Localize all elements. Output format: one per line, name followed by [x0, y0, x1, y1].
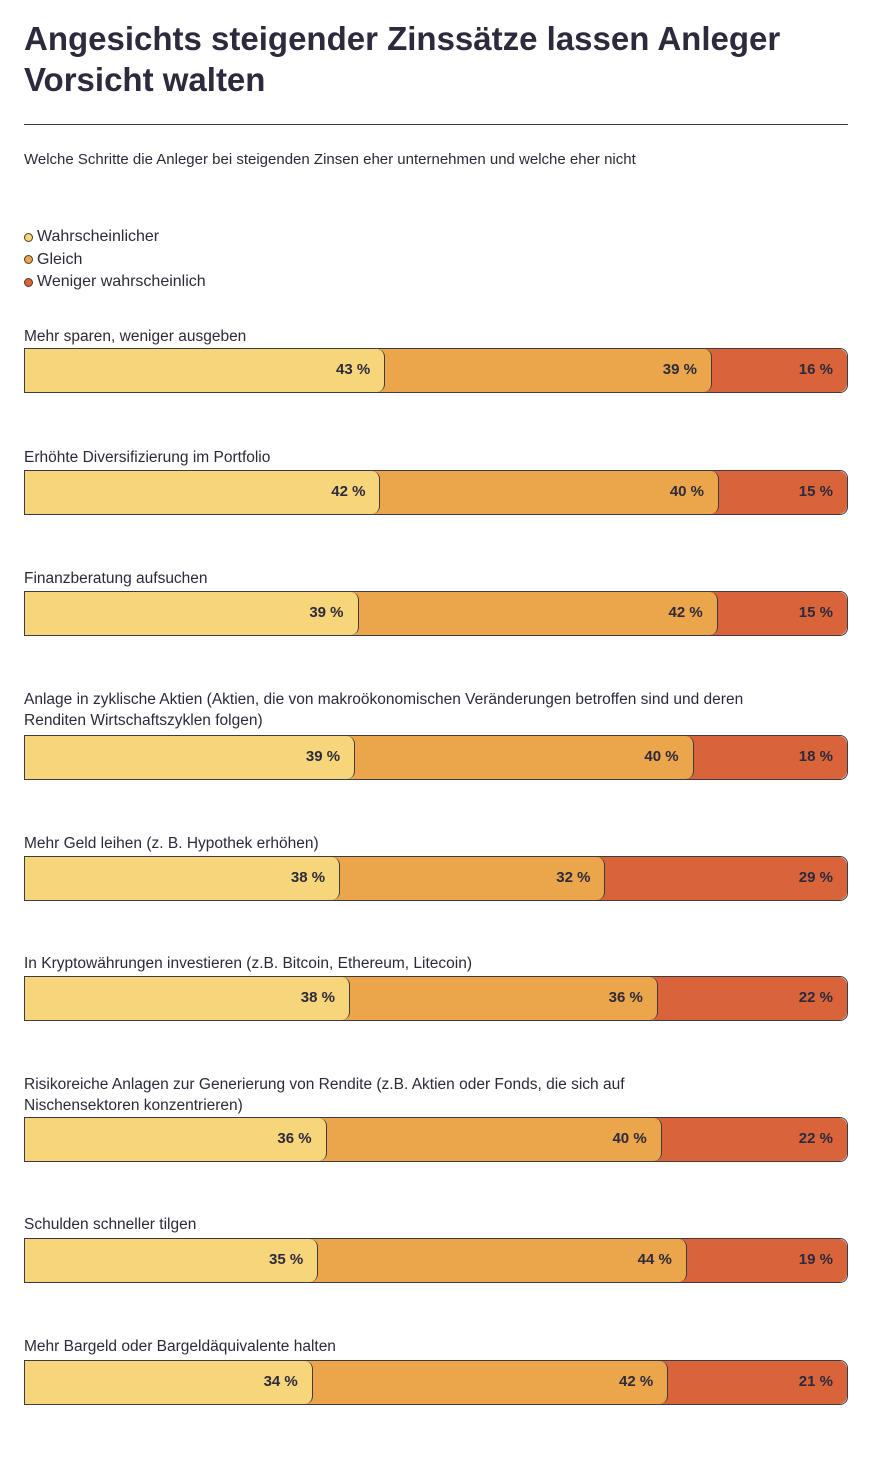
bar-segment: 43 %: [25, 349, 386, 392]
category-label: Schulden schneller tilgen: [24, 1216, 197, 1233]
bar-segment: 40 %: [347, 736, 694, 779]
bar-segment: 44 %: [310, 1239, 687, 1282]
stacked-bar: 35 % 44 % 19 %: [24, 1238, 848, 1283]
bar-segment: 21 %: [660, 1361, 847, 1404]
bar-segment: 35 %: [25, 1239, 319, 1282]
bar-segment: 15 %: [709, 592, 847, 635]
data-label: 39 %: [305, 748, 341, 765]
stacked-bar: 39 % 42 % 15 %: [24, 591, 848, 636]
bar-segment: 42 %: [304, 1361, 669, 1404]
bar-segment: 29 %: [597, 857, 847, 900]
bar-segment: 40 %: [318, 1118, 662, 1161]
data-label: 42 %: [619, 1373, 654, 1390]
stacked-bar: 34 % 42 % 21 %: [24, 1360, 848, 1405]
data-label: 21 %: [798, 1373, 833, 1390]
bar-segment: 39 %: [25, 592, 359, 635]
legend-label-wahrscheinlicher: Wahrscheinlicher: [37, 228, 160, 245]
data-label: 38 %: [300, 989, 335, 1006]
category-label: Mehr Geld leihen (z. B. Hypothek erhöhen…: [24, 835, 319, 852]
bar-segment: 34 %: [25, 1361, 313, 1404]
bar-segment: 22 %: [649, 977, 847, 1020]
stacked-bar: 38 % 32 % 29 %: [24, 856, 848, 901]
data-label: 39 %: [662, 361, 697, 378]
legend-label-gleich: Gleich: [37, 250, 83, 268]
data-label: 35 %: [269, 1251, 304, 1268]
category-label: Mehr Bargeld oder Bargeldäquivalente hal…: [24, 1338, 336, 1355]
stacked-bar: 38 % 36 % 22 %: [24, 976, 848, 1021]
category-label: Risikoreiche Anlagen zur Generierung von…: [24, 1076, 625, 1114]
data-label: 32 %: [556, 869, 591, 886]
data-label: 44 %: [637, 1251, 672, 1268]
bar-segment: 19 %: [678, 1239, 847, 1282]
data-label: 22 %: [798, 1130, 833, 1147]
legend-swatch-wahrscheinlicher: [24, 232, 33, 242]
data-label: 43 %: [336, 361, 371, 378]
category-label: Erhöhte Diversifizierung im Portfolio: [24, 449, 271, 466]
bar-segment: 36 %: [25, 1118, 327, 1161]
legend-item-gleich: Gleich: [24, 249, 206, 272]
data-label: 22 %: [798, 989, 833, 1006]
data-label: 40 %: [644, 748, 679, 765]
bar-segment: 39 %: [377, 349, 712, 392]
legend-item-wahrscheinlicher: Wahrscheinlicher: [24, 226, 206, 249]
category-label: Finanzberatung aufsuchen: [24, 570, 208, 587]
data-label: 18 %: [798, 748, 833, 765]
data-label: 40 %: [669, 483, 705, 500]
chart-title: Angesichts steigender Zinssätze lassen A…: [24, 20, 781, 98]
title-divider: [24, 124, 848, 125]
data-label: 36 %: [608, 989, 643, 1006]
data-label: 15 %: [798, 604, 833, 621]
legend-label-weniger-wahrscheinlich: Weniger wahrscheinlich: [37, 273, 206, 290]
legend-item-weniger-wahrscheinlich: Weniger wahrscheinlich: [24, 271, 206, 294]
category-label: Anlage in zyklische Aktien (Aktien, die …: [24, 691, 744, 729]
bar-segment: 22 %: [653, 1118, 847, 1161]
data-label: 34 %: [263, 1373, 298, 1390]
stacked-bar: 39 % 40 % 18 %: [24, 735, 848, 780]
legend-swatch-gleich: [24, 255, 33, 265]
stacked-bar: 36 % 40 % 22 %: [24, 1117, 848, 1162]
data-label: 36 %: [277, 1130, 312, 1147]
bar-segment: 15 %: [711, 471, 847, 514]
bar-segment: 38 %: [25, 977, 350, 1020]
bar-segment: 36 %: [341, 977, 658, 1020]
bar-segment: 38 %: [25, 857, 341, 900]
stacked-bar: 42 % 40 % 15 %: [24, 470, 848, 515]
chart-subtitle: Welche Schritte die Anleger bei steigend…: [24, 151, 636, 168]
data-label: 42 %: [668, 604, 703, 621]
bar-segment: 18 %: [685, 736, 847, 779]
category-label: Mehr sparen, weniger ausgeben: [24, 328, 247, 345]
bar-segment: 40 %: [372, 471, 720, 514]
bar-segment: 32 %: [332, 857, 606, 900]
data-label: 38 %: [290, 869, 326, 886]
stacked-bar: 43 % 39 % 16 %: [24, 348, 848, 393]
legend: Wahrscheinlicher Gleich Weniger wahrsche…: [24, 226, 206, 294]
data-label: 15 %: [798, 483, 833, 500]
bar-segment: 16 %: [703, 349, 847, 392]
bar-segment: 42 %: [25, 471, 381, 514]
data-label: 42 %: [331, 483, 366, 500]
data-label: 19 %: [798, 1251, 833, 1268]
legend-swatch-weniger-wahrscheinlich: [24, 277, 33, 287]
category-label: In Kryptowährungen investieren (z.B. Bit…: [24, 955, 473, 972]
data-label: 29 %: [798, 869, 833, 886]
data-label: 16 %: [798, 361, 833, 378]
bar-segment: 42 %: [350, 592, 718, 635]
bar-segment: 39 %: [25, 736, 356, 779]
data-label: 39 %: [309, 604, 344, 621]
data-label: 40 %: [612, 1130, 647, 1147]
